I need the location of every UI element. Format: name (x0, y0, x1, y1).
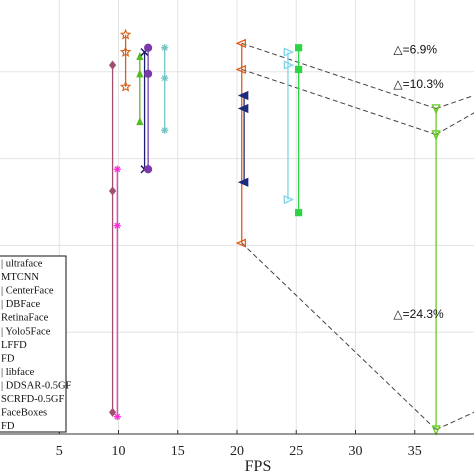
data-point (161, 74, 169, 82)
data-point (136, 51, 144, 61)
delta-annotation: △=10.3% (393, 77, 444, 91)
data-point (161, 126, 169, 134)
legend-entry: | Yolo5Face (1, 326, 51, 337)
data-point (108, 407, 117, 417)
legend-entry: FD (1, 421, 15, 432)
legend-entry: MTCNN (1, 272, 39, 283)
series (161, 44, 169, 134)
legend-entry: | CenterFace (1, 286, 54, 297)
legend-entry: | DBFace (1, 299, 40, 310)
dashed-line (241, 68, 437, 136)
data-point (295, 209, 303, 217)
series (283, 47, 295, 205)
series (235, 38, 246, 248)
series (295, 44, 303, 217)
data-point (283, 47, 295, 57)
x-tick-label: 35 (408, 444, 422, 459)
x-tick-label: 20 (230, 444, 244, 459)
x-tick-label: 10 (112, 444, 126, 459)
legend-entry: RetinaFace (1, 313, 49, 324)
data-point (136, 69, 144, 78)
x-axis-title: FPS (245, 458, 272, 474)
legend-entry: LFFD (1, 340, 27, 351)
dashed-line (435, 411, 474, 431)
data-point (235, 64, 246, 75)
data-point (283, 195, 295, 205)
series (237, 90, 249, 187)
series-group (108, 28, 441, 436)
x-tick-label: 25 (289, 444, 303, 459)
data-point (237, 177, 249, 187)
data-point (108, 186, 117, 196)
data-point (144, 165, 153, 174)
data-point (235, 238, 246, 248)
x-tick-label: 15 (171, 444, 185, 459)
data-point (431, 104, 441, 115)
series (144, 43, 153, 174)
data-point (119, 28, 132, 40)
delta-annotation: △=24.3% (393, 307, 444, 321)
legend-entry: SCRFD-0.5GF (1, 394, 64, 405)
series (136, 51, 144, 126)
x-tick-labels: 5 10 15 20 25 30 35 (56, 430, 422, 459)
data-point (295, 44, 303, 52)
series (140, 47, 149, 174)
data-point (136, 116, 144, 126)
legend-box (0, 255, 67, 433)
series (108, 60, 117, 417)
x-tick-label: 30 (349, 444, 363, 459)
series (113, 165, 121, 421)
data-point (144, 43, 153, 52)
grid (0, 0, 474, 434)
legend-entry: FD (1, 353, 15, 364)
data-point (237, 90, 249, 101)
data-point (113, 165, 121, 173)
data-point (431, 425, 441, 436)
data-point (235, 38, 246, 48)
data-point (283, 60, 295, 70)
dashed-comparison-lines (241, 42, 474, 431)
delta-annotation: △=6.9% (393, 42, 437, 56)
data-point (113, 413, 121, 421)
series (119, 28, 132, 92)
data-point (295, 65, 303, 74)
data-point (431, 130, 441, 141)
x-tick-label: 5 (56, 444, 63, 459)
data-point (144, 69, 153, 78)
dashed-line (435, 112, 474, 135)
dashed-line (435, 95, 474, 109)
legend-entry: | libface (1, 367, 35, 378)
data-point (119, 46, 132, 57)
legend: | ultraface MTCNN | CenterFace | DBFace Reti… (0, 255, 72, 433)
data-point (161, 44, 169, 52)
dashed-line (241, 242, 437, 431)
data-point (108, 60, 117, 70)
dashed-line (241, 42, 437, 109)
data-point (119, 80, 132, 92)
legend-entry: FaceBoxes (1, 407, 47, 418)
legend-entry: | DDSAR-0.5GF (1, 380, 72, 391)
data-point (237, 103, 249, 114)
annotations: △=6.9% △=10.3% △=24.3% (393, 42, 444, 321)
series (431, 104, 441, 436)
data-point (113, 222, 121, 230)
legend-entry: | ultraface (1, 259, 43, 270)
